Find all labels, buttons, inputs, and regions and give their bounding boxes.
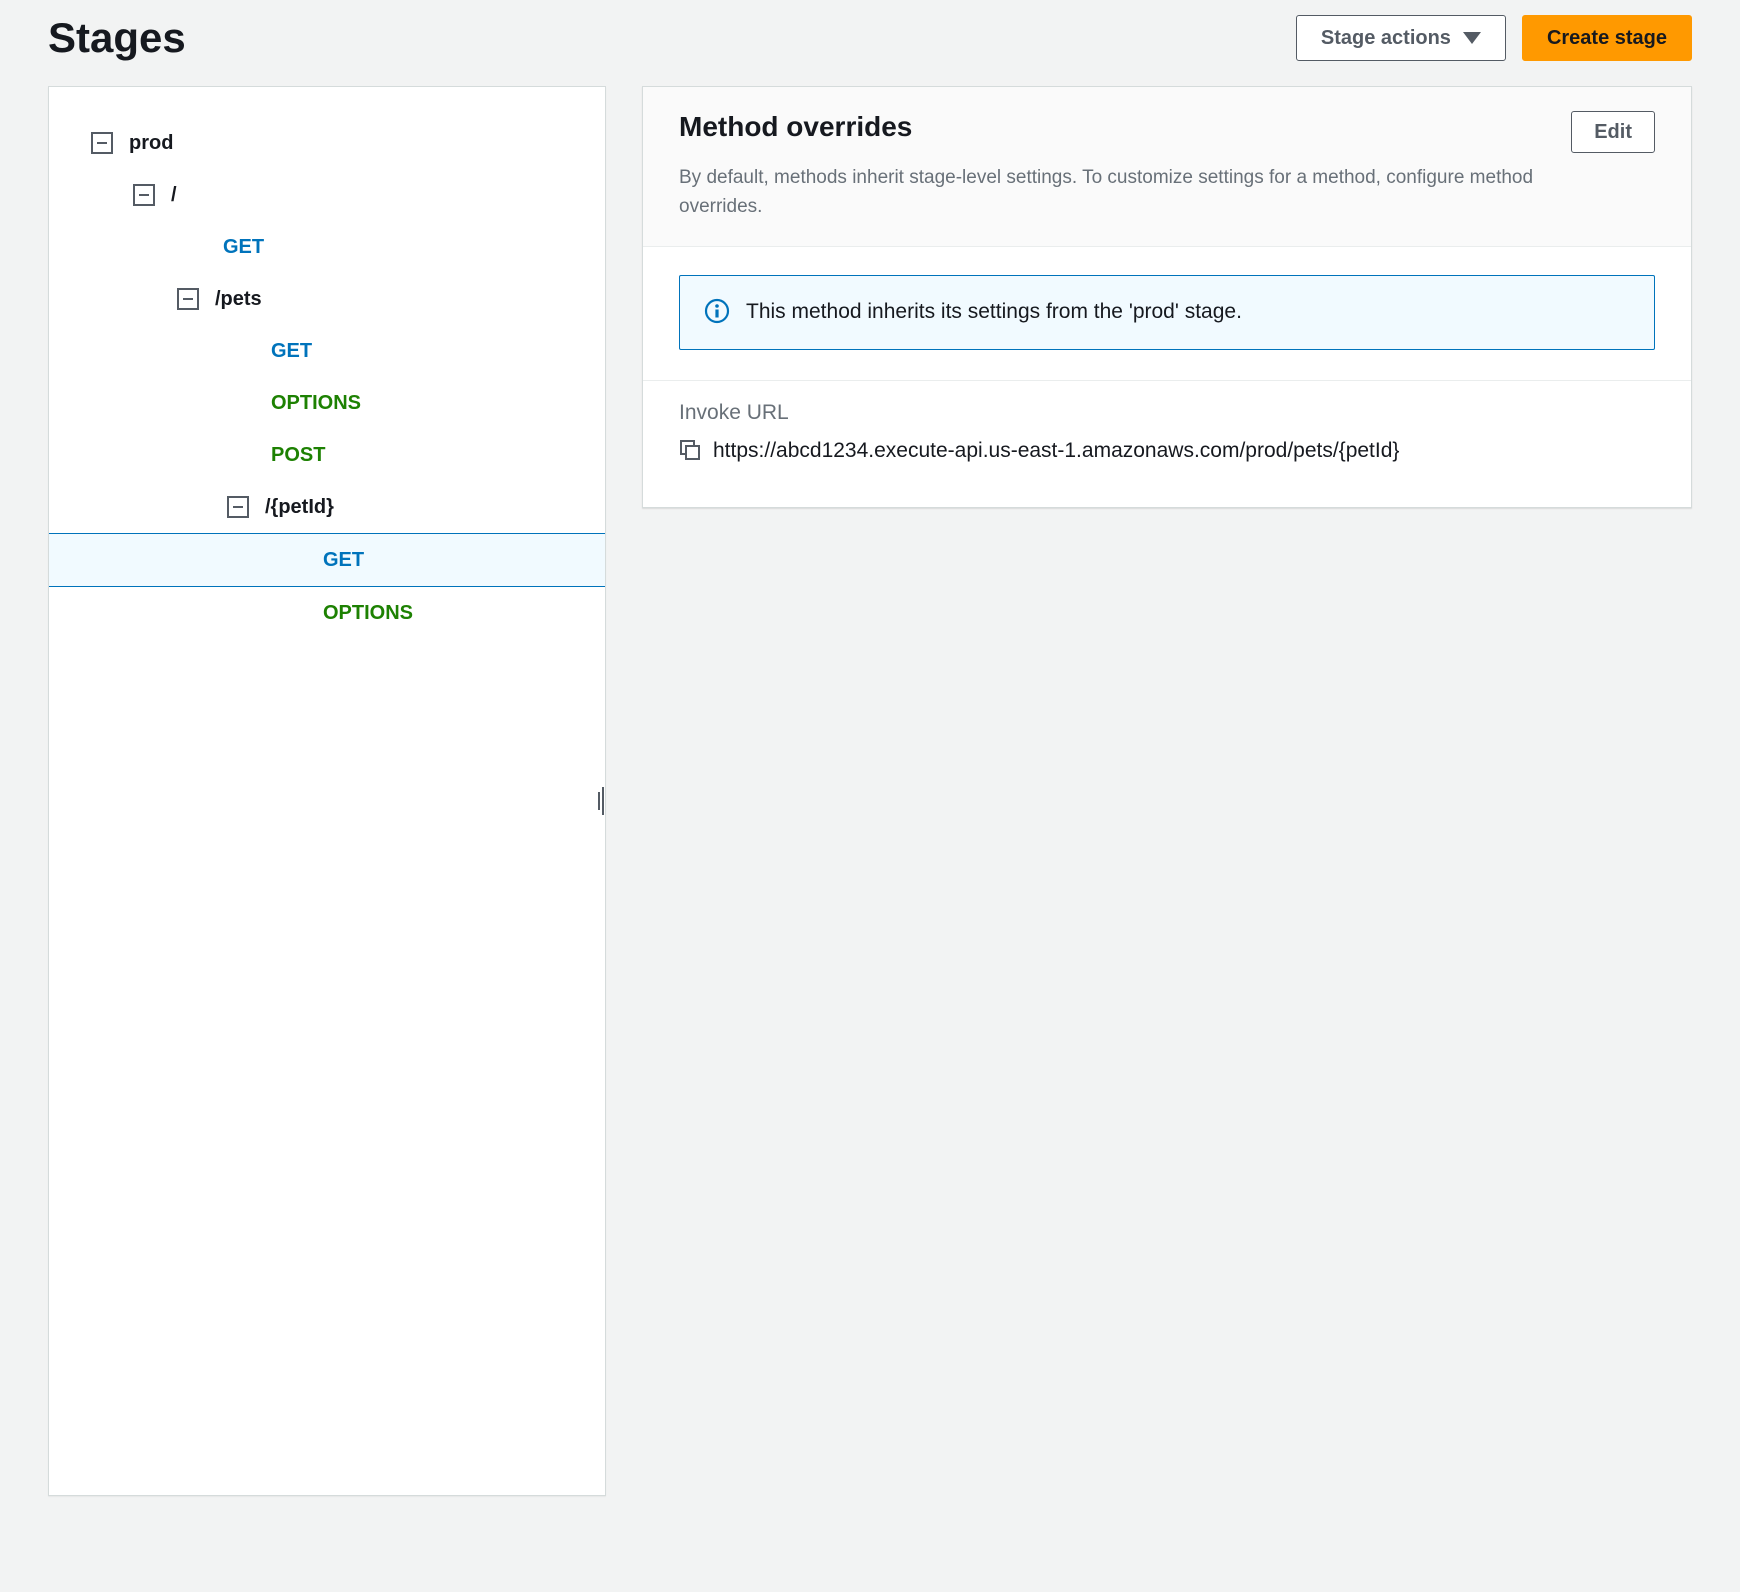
create-stage-label: Create stage (1547, 26, 1667, 50)
edit-button[interactable]: Edit (1571, 111, 1655, 153)
method-label: OPTIONS (271, 387, 361, 419)
method-detail-panel: Method overrides Edit By default, method… (642, 86, 1692, 508)
tree-resource-label: /{petId} (265, 491, 334, 523)
tree-resource-label: /pets (215, 283, 262, 315)
header-actions: Stage actions Create stage (1296, 15, 1692, 61)
stage-actions-button[interactable]: Stage actions (1296, 15, 1506, 61)
resize-handle-icon[interactable] (598, 787, 606, 815)
stage-actions-label: Stage actions (1321, 26, 1451, 50)
tree-method-petid-get[interactable]: GET (49, 533, 605, 587)
create-stage-button[interactable]: Create stage (1522, 15, 1692, 61)
tree-resource-label: / (171, 179, 177, 211)
page-title: Stages (48, 14, 186, 62)
tree-stage-prod[interactable]: prod (49, 117, 605, 169)
invoke-section: Invoke URL https://abcd1234.execute-api.… (643, 381, 1691, 508)
invoke-url-label: Invoke URL (679, 401, 1655, 425)
collapse-icon[interactable] (177, 288, 199, 310)
detail-header: Method overrides Edit By default, method… (643, 87, 1691, 247)
info-text: This method inherits its settings from t… (746, 300, 1242, 324)
page-header: Stages Stage actions Create stage (0, 0, 1740, 86)
detail-header-top: Method overrides Edit (679, 111, 1655, 153)
collapse-icon[interactable] (227, 496, 249, 518)
method-label: POST (271, 439, 325, 471)
tree-resource-petid[interactable]: /{petId} (49, 481, 605, 533)
content-row: prod / GET /pets GET OPTIONS POST (0, 86, 1740, 1496)
stages-page: Stages Stage actions Create stage prod / (0, 0, 1740, 1536)
tree-resource-pets[interactable]: /pets (49, 273, 605, 325)
tree-method-petid-options[interactable]: OPTIONS (49, 587, 605, 639)
edit-label: Edit (1594, 120, 1632, 144)
tree-method-pets-post[interactable]: POST (49, 429, 605, 481)
caret-down-icon (1463, 32, 1481, 44)
tree-stage-label: prod (129, 127, 173, 159)
invoke-url-row: https://abcd1234.execute-api.us-east-1.a… (679, 435, 1655, 472)
info-alert: This method inherits its settings from t… (679, 275, 1655, 350)
method-label: GET (271, 335, 312, 367)
collapse-icon[interactable] (133, 184, 155, 206)
tree-resource-root[interactable]: / (49, 169, 605, 221)
detail-title: Method overrides (679, 111, 912, 143)
invoke-url-value[interactable]: https://abcd1234.execute-api.us-east-1.a… (713, 435, 1399, 468)
method-label: GET (223, 231, 264, 263)
info-section: This method inherits its settings from t… (643, 247, 1691, 381)
copy-icon[interactable] (679, 439, 701, 472)
stage-tree-panel: prod / GET /pets GET OPTIONS POST (48, 86, 606, 1496)
collapse-icon[interactable] (91, 132, 113, 154)
tree-method-root-get[interactable]: GET (49, 221, 605, 273)
tree-method-pets-options[interactable]: OPTIONS (49, 377, 605, 429)
info-icon (704, 298, 730, 327)
tree-method-pets-get[interactable]: GET (49, 325, 605, 377)
detail-description: By default, methods inherit stage-level … (679, 163, 1539, 222)
method-label: OPTIONS (323, 597, 413, 629)
method-label: GET (323, 544, 364, 576)
